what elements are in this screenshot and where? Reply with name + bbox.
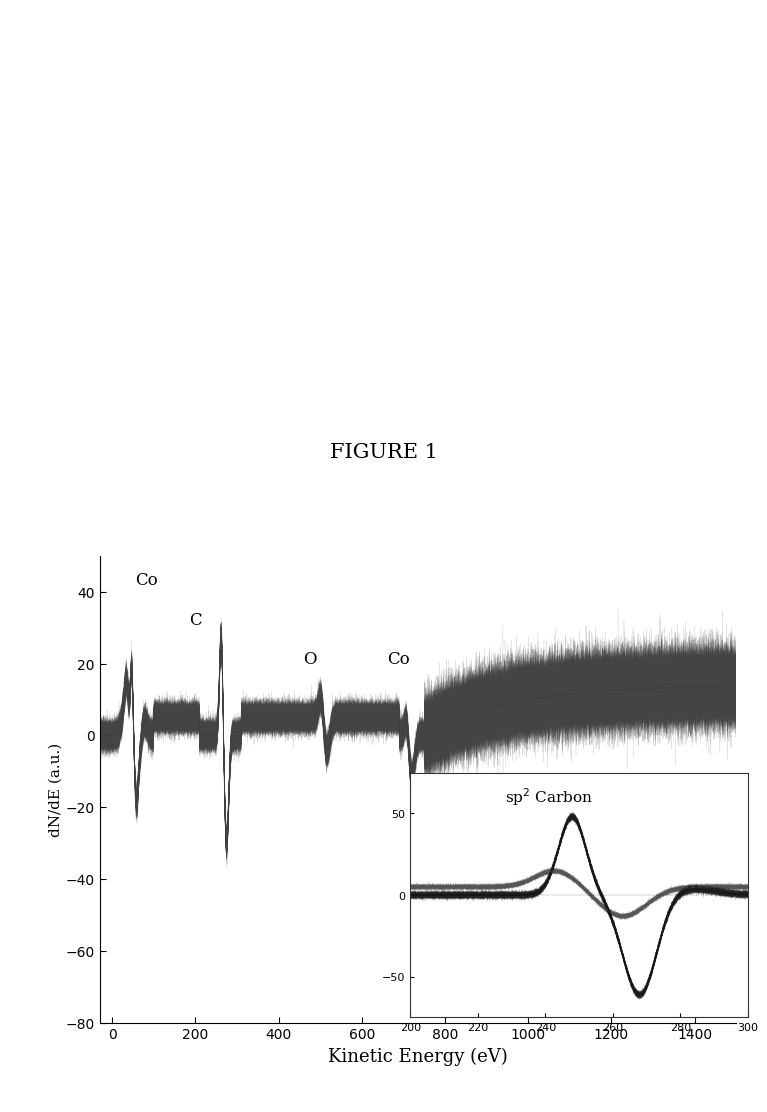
Text: C: C [189, 612, 202, 628]
Text: Co: Co [387, 651, 410, 668]
Text: FIGURE 1: FIGURE 1 [330, 443, 437, 461]
Y-axis label: dN/dE (a.u.): dN/dE (a.u.) [49, 743, 63, 836]
X-axis label: Kinetic Energy (eV): Kinetic Energy (eV) [328, 1048, 508, 1065]
Text: Co: Co [135, 572, 158, 588]
Text: O: O [304, 651, 317, 668]
Text: sp$^2$ Carbon: sp$^2$ Carbon [505, 785, 593, 807]
